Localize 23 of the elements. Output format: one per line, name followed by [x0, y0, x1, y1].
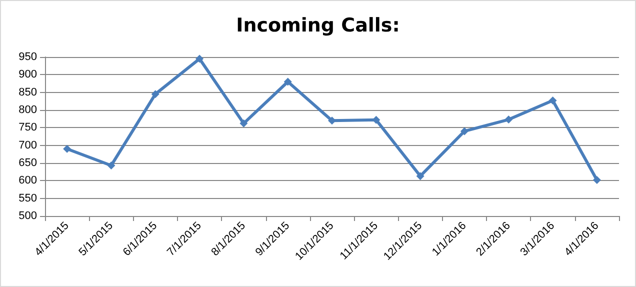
- point: [504, 116, 513, 124]
- y-tick-label: 550: [18, 192, 37, 204]
- point: [328, 116, 336, 125]
- point: [460, 127, 468, 136]
- y-tick-label: 600: [18, 174, 37, 187]
- chart-title: Incoming Calls:: [236, 14, 400, 36]
- y-tick-label: 800: [18, 104, 37, 116]
- y-tick-label: 850: [18, 86, 37, 98]
- point: [240, 119, 248, 128]
- point: [284, 78, 292, 86]
- point: [416, 172, 424, 180]
- y-tick-label: 650: [18, 157, 37, 169]
- point: [107, 161, 116, 170]
- y-tick-label: 900: [18, 68, 37, 81]
- point: [63, 144, 72, 153]
- y-tick-label: 750: [18, 122, 37, 134]
- y-tick-label: 500: [18, 210, 37, 222]
- point: [548, 96, 557, 104]
- point: [592, 176, 601, 184]
- y-tick-label: 950: [18, 51, 37, 63]
- point: [196, 54, 204, 63]
- point: [151, 90, 160, 98]
- y-tick-label: 700: [18, 139, 37, 152]
